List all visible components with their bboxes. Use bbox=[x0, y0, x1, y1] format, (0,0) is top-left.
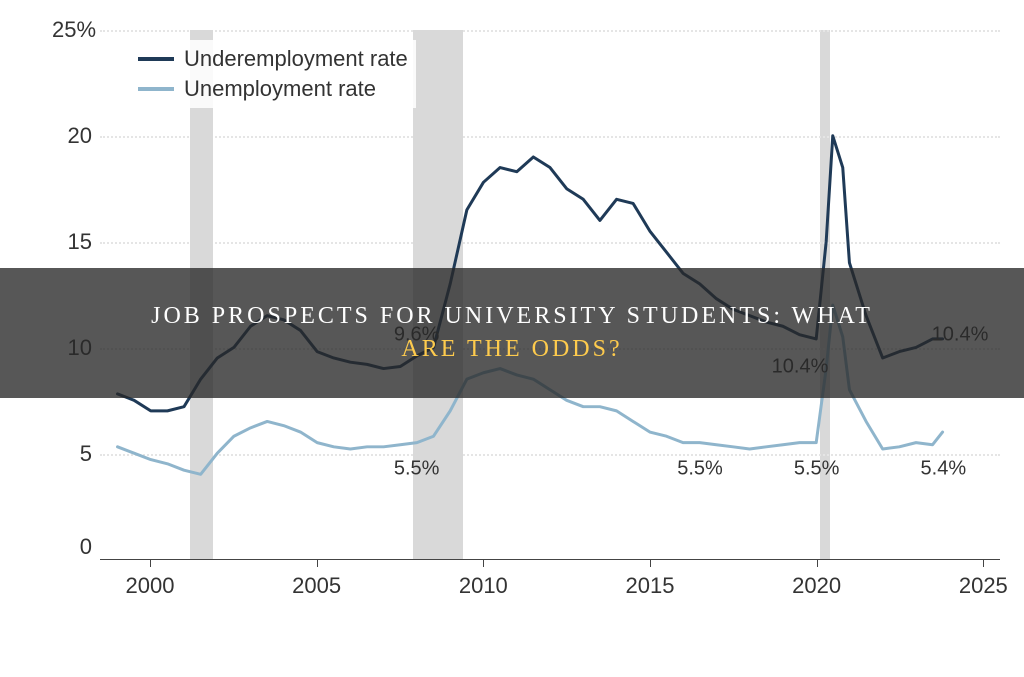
overlay-title-line1: JOB PROSPECTS FOR UNIVERSITY STUDENTS: W… bbox=[151, 303, 873, 330]
y-axis-label: 15 bbox=[52, 229, 92, 255]
x-axis-label: 2025 bbox=[959, 573, 1008, 599]
value-annotation: 5.5% bbox=[394, 457, 440, 480]
y-axis-label: 20 bbox=[52, 123, 92, 149]
x-tick bbox=[983, 559, 984, 567]
overlay-title-line2: ARE THE ODDS? bbox=[401, 336, 622, 363]
value-annotation: 5.5% bbox=[677, 457, 723, 480]
x-axis-label: 2005 bbox=[292, 573, 341, 599]
x-tick bbox=[317, 559, 318, 567]
x-axis-label: 2020 bbox=[792, 573, 841, 599]
legend-item-unemployment: Unemployment rate bbox=[138, 74, 408, 104]
legend-label: Unemployment rate bbox=[184, 76, 376, 102]
x-tick bbox=[817, 559, 818, 567]
x-axis-label: 2015 bbox=[626, 573, 675, 599]
x-axis-label: 2000 bbox=[126, 573, 175, 599]
y-axis-label: 25% bbox=[52, 17, 92, 43]
x-tick bbox=[483, 559, 484, 567]
value-annotation: 5.5% bbox=[794, 457, 840, 480]
value-annotation: 5.4% bbox=[921, 457, 967, 480]
y-axis-label: 0 bbox=[52, 534, 92, 560]
legend-label: Underemployment rate bbox=[184, 46, 408, 72]
title-overlay: JOB PROSPECTS FOR UNIVERSITY STUDENTS: W… bbox=[0, 268, 1024, 398]
legend-swatch bbox=[138, 57, 174, 61]
x-tick bbox=[150, 559, 151, 567]
legend-swatch bbox=[138, 87, 174, 91]
y-axis-label: 5 bbox=[52, 441, 92, 467]
x-axis-label: 2010 bbox=[459, 573, 508, 599]
chart-container: Underemployment rate Unemployment rate 0… bbox=[0, 0, 1024, 677]
x-tick bbox=[650, 559, 651, 567]
legend-item-underemployment: Underemployment rate bbox=[138, 44, 408, 74]
legend: Underemployment rate Unemployment rate bbox=[130, 40, 416, 108]
